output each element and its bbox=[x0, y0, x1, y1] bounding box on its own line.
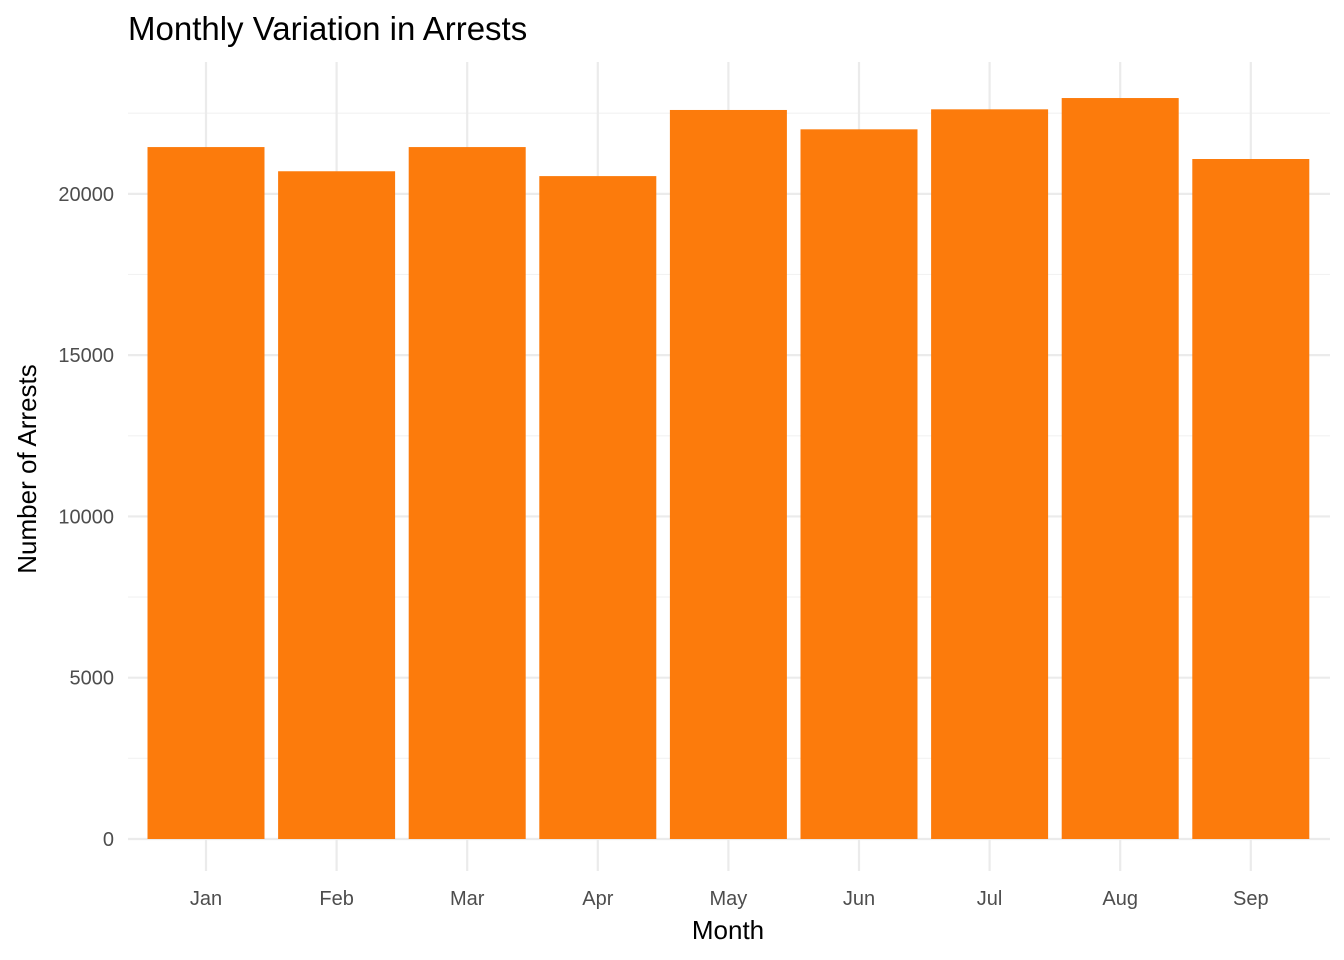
x-tick-label: Apr bbox=[582, 888, 613, 910]
x-tick-label: Sep bbox=[1233, 888, 1269, 910]
x-tick-label: Jun bbox=[843, 888, 875, 910]
x-tick-label: May bbox=[710, 888, 748, 910]
y-axis-title: Number of Arrests bbox=[12, 364, 42, 574]
x-tick-label: Jul bbox=[977, 888, 1003, 910]
x-axis-ticks: Jan Feb Mar Apr May Jun Jul Aug Sep bbox=[190, 888, 1269, 910]
bar-aug bbox=[1061, 98, 1179, 839]
bar-sep bbox=[1192, 159, 1310, 840]
x-tick-label: Jan bbox=[190, 888, 222, 910]
bar-feb bbox=[278, 171, 396, 839]
bar-jan bbox=[147, 147, 265, 839]
x-tick-label: Mar bbox=[450, 888, 485, 910]
x-axis-title: Month bbox=[692, 915, 764, 945]
y-tick-label: 0 bbox=[103, 829, 114, 851]
y-tick-label: 20000 bbox=[58, 184, 114, 206]
chart-title: Monthly Variation in Arrests bbox=[128, 10, 527, 47]
x-tick-label: Feb bbox=[319, 888, 353, 910]
y-axis-ticks: 0 5000 10000 15000 20000 bbox=[58, 184, 114, 851]
y-tick-label: 10000 bbox=[58, 506, 114, 528]
y-tick-label: 5000 bbox=[70, 668, 115, 690]
bars bbox=[147, 98, 1310, 840]
bar-mar bbox=[408, 147, 526, 839]
bar-jul bbox=[931, 109, 1049, 840]
x-tick-label: Aug bbox=[1102, 888, 1138, 910]
bar-jun bbox=[800, 129, 918, 840]
bar-may bbox=[669, 109, 787, 840]
bar-apr bbox=[539, 176, 657, 840]
y-tick-label: 15000 bbox=[58, 345, 114, 367]
